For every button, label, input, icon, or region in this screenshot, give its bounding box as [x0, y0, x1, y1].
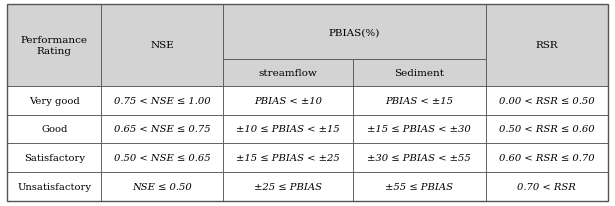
Text: Sediment: Sediment	[394, 69, 445, 78]
Bar	[101, 144, 223, 172]
Text: ±30 ≤ PBIAS < ±55: ±30 ≤ PBIAS < ±55	[368, 153, 471, 162]
Bar	[353, 60, 486, 86]
Text: PBIAS(%): PBIAS(%)	[328, 28, 380, 37]
Bar	[353, 144, 486, 172]
Text: 0.50 < RSR ≤ 0.60: 0.50 < RSR ≤ 0.60	[499, 125, 595, 134]
Text: Good: Good	[41, 125, 68, 134]
Bar	[223, 144, 353, 172]
Text: ±15 ≤ PBIAS < ±30: ±15 ≤ PBIAS < ±30	[368, 125, 471, 134]
Bar	[486, 172, 608, 201]
Text: ±15 ≤ PBIAS < ±25: ±15 ≤ PBIAS < ±25	[236, 153, 339, 162]
Text: Satisfactory: Satisfactory	[24, 153, 85, 162]
Bar	[223, 5, 486, 60]
Text: ±55 ≤ PBIAS: ±55 ≤ PBIAS	[386, 182, 453, 191]
Bar	[223, 115, 353, 144]
Text: streamflow: streamflow	[258, 69, 317, 78]
Text: PBIAS < ±15: PBIAS < ±15	[386, 96, 453, 105]
Text: 0.65 < NSE ≤ 0.75: 0.65 < NSE ≤ 0.75	[114, 125, 210, 134]
Bar	[101, 5, 223, 86]
Bar	[7, 5, 101, 86]
Text: Unsatisfactory: Unsatisfactory	[17, 182, 91, 191]
Bar	[223, 86, 353, 115]
Text: 0.70 < RSR: 0.70 < RSR	[517, 182, 576, 191]
Text: Very good: Very good	[29, 96, 80, 105]
Bar	[7, 172, 101, 201]
Text: RSR: RSR	[536, 41, 558, 50]
Text: PBIAS < ±10: PBIAS < ±10	[254, 96, 322, 105]
Text: ±25 ≤ PBIAS: ±25 ≤ PBIAS	[254, 182, 322, 191]
Bar	[486, 5, 608, 86]
Bar	[223, 172, 353, 201]
Text: 0.75 < NSE ≤ 1.00: 0.75 < NSE ≤ 1.00	[114, 96, 210, 105]
Bar	[7, 115, 101, 144]
Bar	[7, 144, 101, 172]
Text: Performance
Rating: Performance Rating	[21, 36, 88, 56]
Text: ±10 ≤ PBIAS < ±15: ±10 ≤ PBIAS < ±15	[236, 125, 339, 134]
Text: NSE: NSE	[150, 41, 174, 50]
Bar	[486, 86, 608, 115]
Bar	[353, 172, 486, 201]
Bar	[486, 115, 608, 144]
Text: 0.60 < RSR ≤ 0.70: 0.60 < RSR ≤ 0.70	[499, 153, 595, 162]
Bar	[101, 115, 223, 144]
Bar	[353, 115, 486, 144]
Bar	[7, 86, 101, 115]
Bar	[101, 172, 223, 201]
Bar	[486, 144, 608, 172]
Text: NSE ≤ 0.50: NSE ≤ 0.50	[132, 182, 192, 191]
Bar	[223, 60, 353, 86]
Bar	[353, 86, 486, 115]
Text: 0.50 < NSE ≤ 0.65: 0.50 < NSE ≤ 0.65	[114, 153, 210, 162]
Bar	[101, 86, 223, 115]
Text: 0.00 < RSR ≤ 0.50: 0.00 < RSR ≤ 0.50	[499, 96, 595, 105]
